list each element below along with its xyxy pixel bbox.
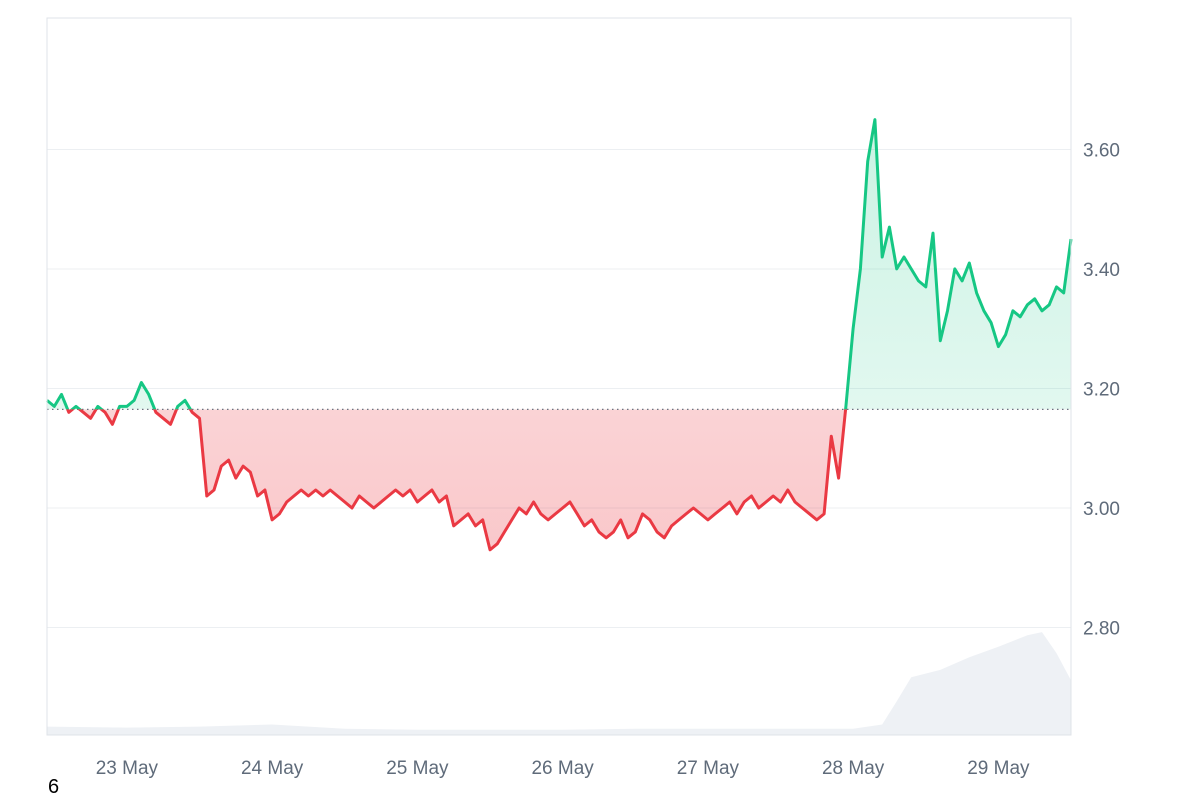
- y-axis-ticks: 2.80 3.00 3.20 3.40 3.60: [1083, 140, 1120, 639]
- price-area-above-baseline: [47, 119, 1071, 410]
- x-tick-label: 27 May: [677, 758, 740, 779]
- footer-note: 6: [48, 776, 60, 798]
- price-area-below-baseline: [47, 409, 1071, 550]
- x-axis-ticks: 23 May 24 May 25 May 26 May 27 May 28 May 29 M…: [96, 758, 1030, 779]
- price-line-above-baseline: [46, 118, 1073, 410]
- x-tick-label: 28 May: [822, 758, 885, 779]
- x-tick-label: 23 May: [96, 758, 159, 779]
- y-tick-label: 3.20: [1083, 379, 1120, 400]
- x-tick-label: 24 May: [241, 758, 304, 779]
- y-tick-label: 2.80: [1083, 618, 1120, 639]
- x-tick-label: 25 May: [386, 758, 449, 779]
- volume-area: [47, 632, 1071, 735]
- price-line-below-baseline: [65, 409, 848, 552]
- x-tick-label: 29 May: [967, 758, 1030, 779]
- x-tick-label: 26 May: [531, 758, 594, 779]
- y-tick-label: 3.00: [1083, 499, 1120, 520]
- y-tick-label: 3.40: [1083, 260, 1120, 281]
- plot-frame: [46, 17, 1072, 736]
- y-tick-label: 3.60: [1083, 140, 1120, 161]
